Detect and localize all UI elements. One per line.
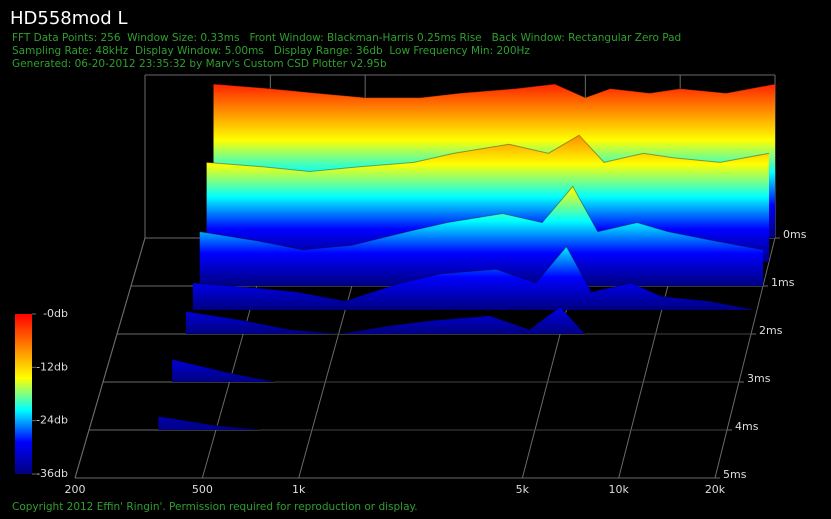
info-line: FFT Data Points: 256 Window Size: 0.33ms… [12, 32, 681, 44]
y-tick-label: -12db [36, 360, 68, 373]
y-tick-label: -36db [36, 467, 68, 480]
slice-fill [158, 416, 727, 430]
y-tick-label: -24db [36, 414, 68, 427]
slice-edge [192, 245, 758, 311]
z-tick-label: 3ms [747, 372, 771, 385]
z-tick-label: 4ms [735, 420, 759, 433]
z-tick-label: 1ms [771, 276, 795, 289]
y-tick-label: -0db [43, 307, 68, 320]
x-tick-label: 10k [608, 483, 629, 496]
slice-edge [185, 306, 751, 335]
grid-line [74, 237, 146, 479]
z-tick-label: 2ms [759, 324, 783, 337]
x-tick-label: 5k [516, 483, 530, 496]
grid-line [714, 237, 776, 479]
color-scale [15, 314, 32, 474]
slice-fill [172, 359, 739, 382]
slice-fill [185, 306, 752, 334]
x-tick-label: 1k [292, 483, 306, 496]
x-tick-label: 200 [65, 483, 86, 496]
slice-fill [192, 246, 757, 310]
slice-edge [213, 83, 776, 99]
chart-title: HD558mod L [10, 8, 127, 29]
slice-fill [199, 186, 764, 286]
slice-edge [158, 415, 727, 431]
slice-edge [199, 185, 764, 251]
info-line: Sampling Rate: 48kHz Display Window: 5.0… [12, 45, 530, 57]
z-tick-label: 0ms [783, 228, 807, 241]
footer: Copyright 2012 Effin' Ringin'. Permissio… [12, 501, 418, 513]
info-line: Generated: 06-20-2012 23:35:32 by Marv's… [12, 58, 387, 70]
x-tick-label: 20k [705, 483, 726, 496]
slice-edge [172, 358, 739, 383]
z-tick-label: 5ms [723, 468, 747, 481]
x-tick-label: 500 [192, 483, 213, 496]
slice-edge [206, 134, 770, 172]
